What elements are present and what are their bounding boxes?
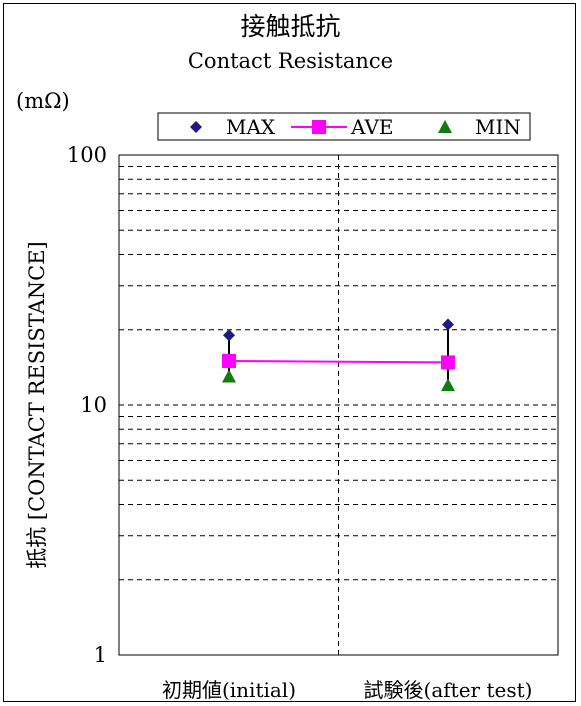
x-tick-label: 初期値(initial): [162, 678, 296, 702]
max-point: [442, 318, 454, 331]
plot-area: [118, 154, 559, 656]
chart-subtitle: Contact Resistance: [187, 49, 394, 73]
y-tick-label: 100: [67, 143, 107, 167]
chart-frame: [3, 3, 576, 702]
min-point: [441, 378, 455, 392]
legend-min-label: MIN: [475, 115, 521, 139]
legend-ave-marker: [312, 120, 326, 134]
ave-point: [441, 355, 455, 370]
ave-point: [222, 353, 236, 368]
ave-series-line: [228, 359, 449, 364]
legend-min-marker: [438, 120, 452, 133]
legend-ave-label: AVE: [350, 115, 394, 139]
x-tick-label: 試験後(after test): [364, 678, 533, 702]
max-point: [223, 329, 235, 342]
y-tick-label: 10: [80, 393, 107, 417]
y-tick-label: 1: [94, 643, 107, 667]
chart-title: 接触抵抗: [240, 12, 341, 41]
min-point: [222, 369, 236, 383]
y-unit-label: (mΩ): [16, 89, 70, 113]
legend-max-marker: [190, 121, 202, 133]
legend-max-label: MAX: [226, 115, 276, 139]
legend-box: [157, 112, 531, 141]
